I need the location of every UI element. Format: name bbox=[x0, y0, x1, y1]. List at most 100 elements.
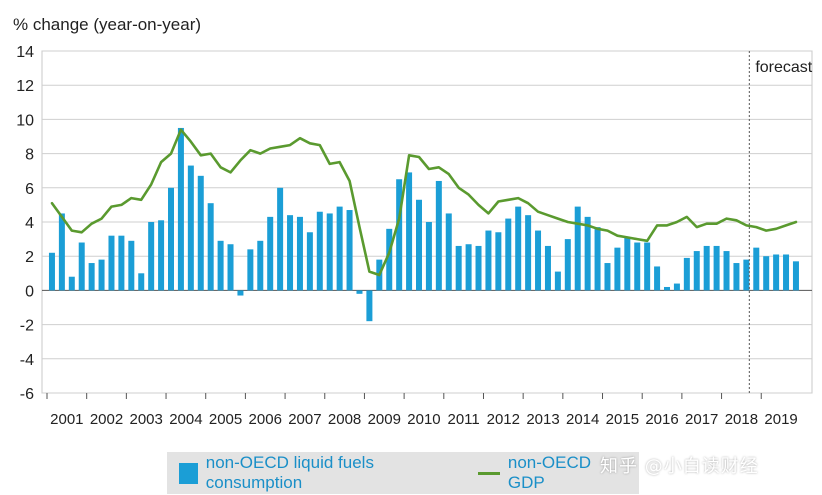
bar bbox=[614, 247, 621, 291]
bar bbox=[564, 239, 571, 291]
y-tick-label: 8 bbox=[25, 147, 34, 164]
x-tick-label: 2006 bbox=[249, 411, 282, 428]
bar bbox=[128, 240, 135, 291]
bar bbox=[465, 244, 472, 291]
bar bbox=[515, 206, 522, 291]
legend-line-swatch bbox=[478, 471, 500, 475]
bar bbox=[683, 257, 690, 291]
y-tick-label: -4 bbox=[20, 352, 34, 369]
bar bbox=[773, 254, 780, 291]
bar bbox=[108, 235, 115, 291]
bar bbox=[118, 235, 125, 291]
x-tick-label: 2009 bbox=[368, 411, 401, 428]
bar bbox=[505, 218, 512, 291]
bar bbox=[217, 240, 224, 291]
legend-bar-swatch bbox=[179, 462, 198, 484]
bar bbox=[88, 263, 95, 291]
bar bbox=[68, 276, 75, 291]
bar bbox=[495, 232, 502, 291]
bar bbox=[753, 247, 760, 291]
bar bbox=[425, 222, 432, 291]
bar bbox=[287, 215, 294, 291]
bar bbox=[485, 230, 492, 291]
bar bbox=[98, 259, 105, 291]
legend-item-bars: non-OECD liquid fuels consumption bbox=[179, 453, 446, 493]
gdp-line bbox=[50, 128, 798, 277]
x-tick-label: 2019 bbox=[764, 411, 797, 428]
y-tick-label: 12 bbox=[16, 78, 34, 95]
bar bbox=[574, 206, 581, 291]
bar bbox=[306, 232, 313, 291]
bar bbox=[197, 175, 204, 291]
bar bbox=[654, 266, 661, 291]
bar bbox=[693, 251, 700, 291]
bar bbox=[664, 286, 670, 291]
chart-canvas: 14 12 10 8 6 4 2 0 -2 -4 -6 % change (year-on-year)… bbox=[13, 15, 813, 428]
bar bbox=[168, 187, 174, 291]
x-tick-label: 2002 bbox=[90, 411, 123, 428]
bar bbox=[475, 245, 482, 291]
bar bbox=[336, 206, 343, 291]
bar bbox=[713, 245, 720, 291]
x-tick-label: 2015 bbox=[606, 411, 639, 428]
bar bbox=[187, 165, 194, 291]
bar bbox=[634, 242, 641, 291]
legend-item-line: non-OECD GDP bbox=[478, 453, 619, 493]
x-tick-label: 2018 bbox=[725, 411, 758, 428]
bar bbox=[177, 127, 184, 291]
bar bbox=[594, 227, 601, 291]
bar bbox=[743, 259, 750, 291]
bar bbox=[624, 237, 631, 291]
y-tick-label: 14 bbox=[16, 44, 34, 61]
bar bbox=[406, 172, 413, 291]
bar bbox=[148, 222, 155, 291]
bar bbox=[723, 251, 730, 291]
bar bbox=[237, 290, 244, 296]
bar bbox=[584, 216, 591, 291]
y-tick-label: -6 bbox=[20, 386, 34, 403]
bar bbox=[644, 242, 651, 291]
forecast-label: forecast bbox=[755, 59, 812, 76]
bar bbox=[227, 244, 234, 291]
bar bbox=[296, 216, 303, 291]
x-tick-label: 2004 bbox=[169, 411, 202, 428]
bar bbox=[554, 271, 561, 291]
bar bbox=[48, 252, 55, 291]
x-tick-label: 2003 bbox=[130, 411, 163, 428]
bar bbox=[416, 199, 422, 291]
bar bbox=[257, 240, 264, 291]
x-tick-label: 2012 bbox=[487, 411, 520, 428]
bar bbox=[158, 220, 165, 291]
bar bbox=[247, 249, 254, 291]
bar bbox=[792, 261, 799, 291]
x-tick-label: 2011 bbox=[448, 411, 480, 428]
x-tick-label: 2007 bbox=[288, 411, 321, 428]
bar bbox=[356, 290, 363, 294]
bar bbox=[277, 187, 284, 291]
bar bbox=[346, 210, 353, 291]
bar bbox=[525, 215, 532, 291]
x-tick-label: 2016 bbox=[645, 411, 678, 428]
y-tick-label: 2 bbox=[25, 249, 34, 266]
bar bbox=[435, 180, 442, 291]
bar bbox=[207, 203, 214, 291]
bar bbox=[673, 283, 680, 291]
y-tick-label: 4 bbox=[25, 215, 34, 232]
y-tick-label: -2 bbox=[20, 318, 34, 335]
bar bbox=[396, 179, 403, 291]
y-tick-label: 10 bbox=[16, 112, 34, 129]
bar bbox=[783, 254, 790, 291]
x-tick-label: 2001 bbox=[50, 411, 83, 428]
bar bbox=[326, 213, 333, 291]
bar bbox=[386, 228, 393, 291]
bar bbox=[544, 245, 551, 291]
bar bbox=[78, 242, 85, 291]
bar bbox=[267, 216, 274, 291]
x-tick-label: 2005 bbox=[209, 411, 242, 428]
x-tick-label: 2010 bbox=[407, 411, 440, 428]
x-tick-label: 2017 bbox=[685, 411, 718, 428]
bar bbox=[733, 263, 740, 291]
bar bbox=[138, 273, 145, 291]
bar bbox=[58, 213, 65, 291]
x-tick-label: 2013 bbox=[526, 411, 559, 428]
